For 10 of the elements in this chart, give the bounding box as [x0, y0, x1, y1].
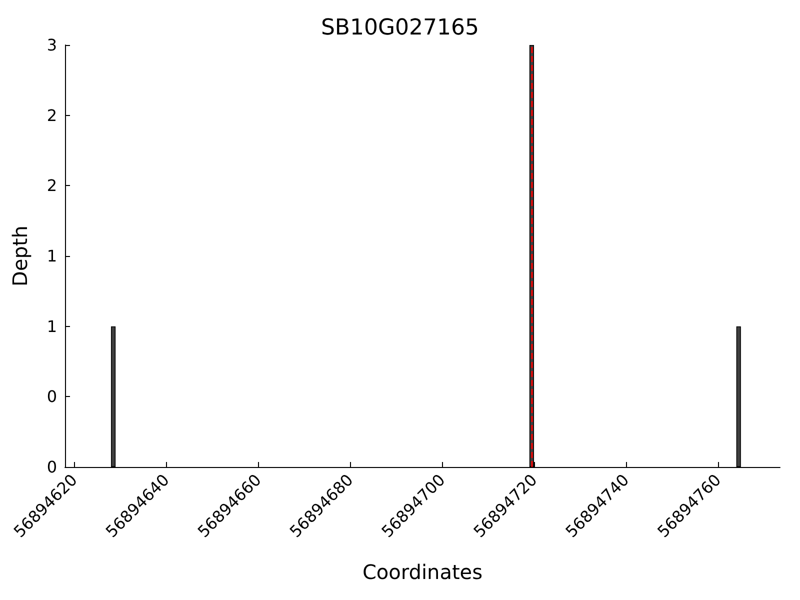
y-tick-label: 1 — [46, 316, 57, 336]
chart-title: SB10G027165 — [320, 16, 480, 40]
y-tick-label: 0 — [46, 458, 57, 476]
y-tick-label: 3 — [46, 36, 57, 54]
y-axis-title: Depth — [8, 226, 32, 286]
y-tick-label: 2 — [46, 176, 57, 196]
y-tick-label: 2 — [46, 106, 57, 125]
x-axis-title: Coordinates — [362, 560, 483, 584]
y-tick-label: 1 — [46, 246, 57, 266]
y-tick-label: 0 — [46, 387, 57, 406]
